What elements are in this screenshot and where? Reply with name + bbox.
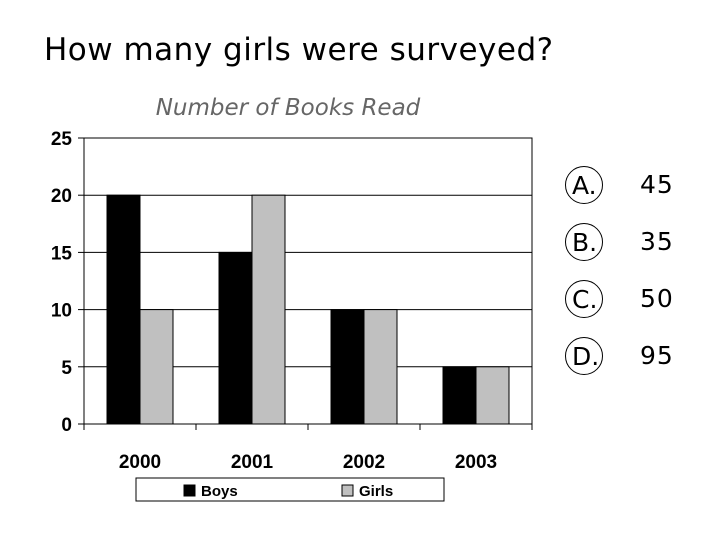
bar-girls-2003: [475, 366, 510, 425]
y-tick-label: 20: [51, 186, 72, 207]
answer-value-b: 35: [640, 227, 674, 256]
answer-value-d: 95: [640, 341, 674, 370]
answer-option-c[interactable]: C. 50: [563, 280, 713, 320]
answer-letter-c: C.: [565, 280, 603, 318]
x-tick-label: 2002: [343, 452, 385, 473]
y-tick-label: 15: [51, 243, 73, 264]
x-tick-label: 2003: [455, 452, 497, 473]
legend-box: [135, 477, 445, 502]
answer-letter-b: B.: [565, 223, 603, 261]
y-tick-label: 10: [51, 301, 72, 322]
answer-option-b[interactable]: B. 35: [563, 223, 713, 263]
bar-girls-2000: [139, 309, 174, 425]
chart-title: Number of Books Read: [156, 95, 421, 121]
legend-label-girls: Girls: [359, 483, 393, 500]
answer-value-a: 45: [640, 170, 674, 199]
legend-swatch-girls: [341, 484, 354, 497]
y-tick-label: 5: [61, 358, 72, 379]
x-tick-label: 2000: [119, 452, 161, 473]
bar-boys-2001: [218, 251, 253, 425]
legend-swatch-boys: [183, 484, 196, 497]
bar-boys-2003: [442, 366, 477, 425]
x-tick-label: 2001: [231, 452, 274, 473]
answer-letter-a: A.: [565, 166, 603, 204]
question-title: How many girls were surveyed?: [44, 32, 554, 68]
y-tick-label: 0: [61, 415, 72, 436]
bar-girls-2002: [363, 309, 398, 425]
bar-boys-2002: [330, 309, 365, 425]
bar-girls-2001: [251, 194, 286, 425]
legend-label-boys: Boys: [201, 483, 238, 500]
answer-option-a[interactable]: A. 45: [563, 166, 713, 206]
y-tick-label: 25: [51, 129, 73, 150]
bar-boys-2000: [106, 194, 141, 425]
answer-letter-d: D.: [565, 337, 603, 375]
answer-option-d[interactable]: D. 95: [563, 337, 713, 377]
answer-value-c: 50: [640, 284, 674, 313]
